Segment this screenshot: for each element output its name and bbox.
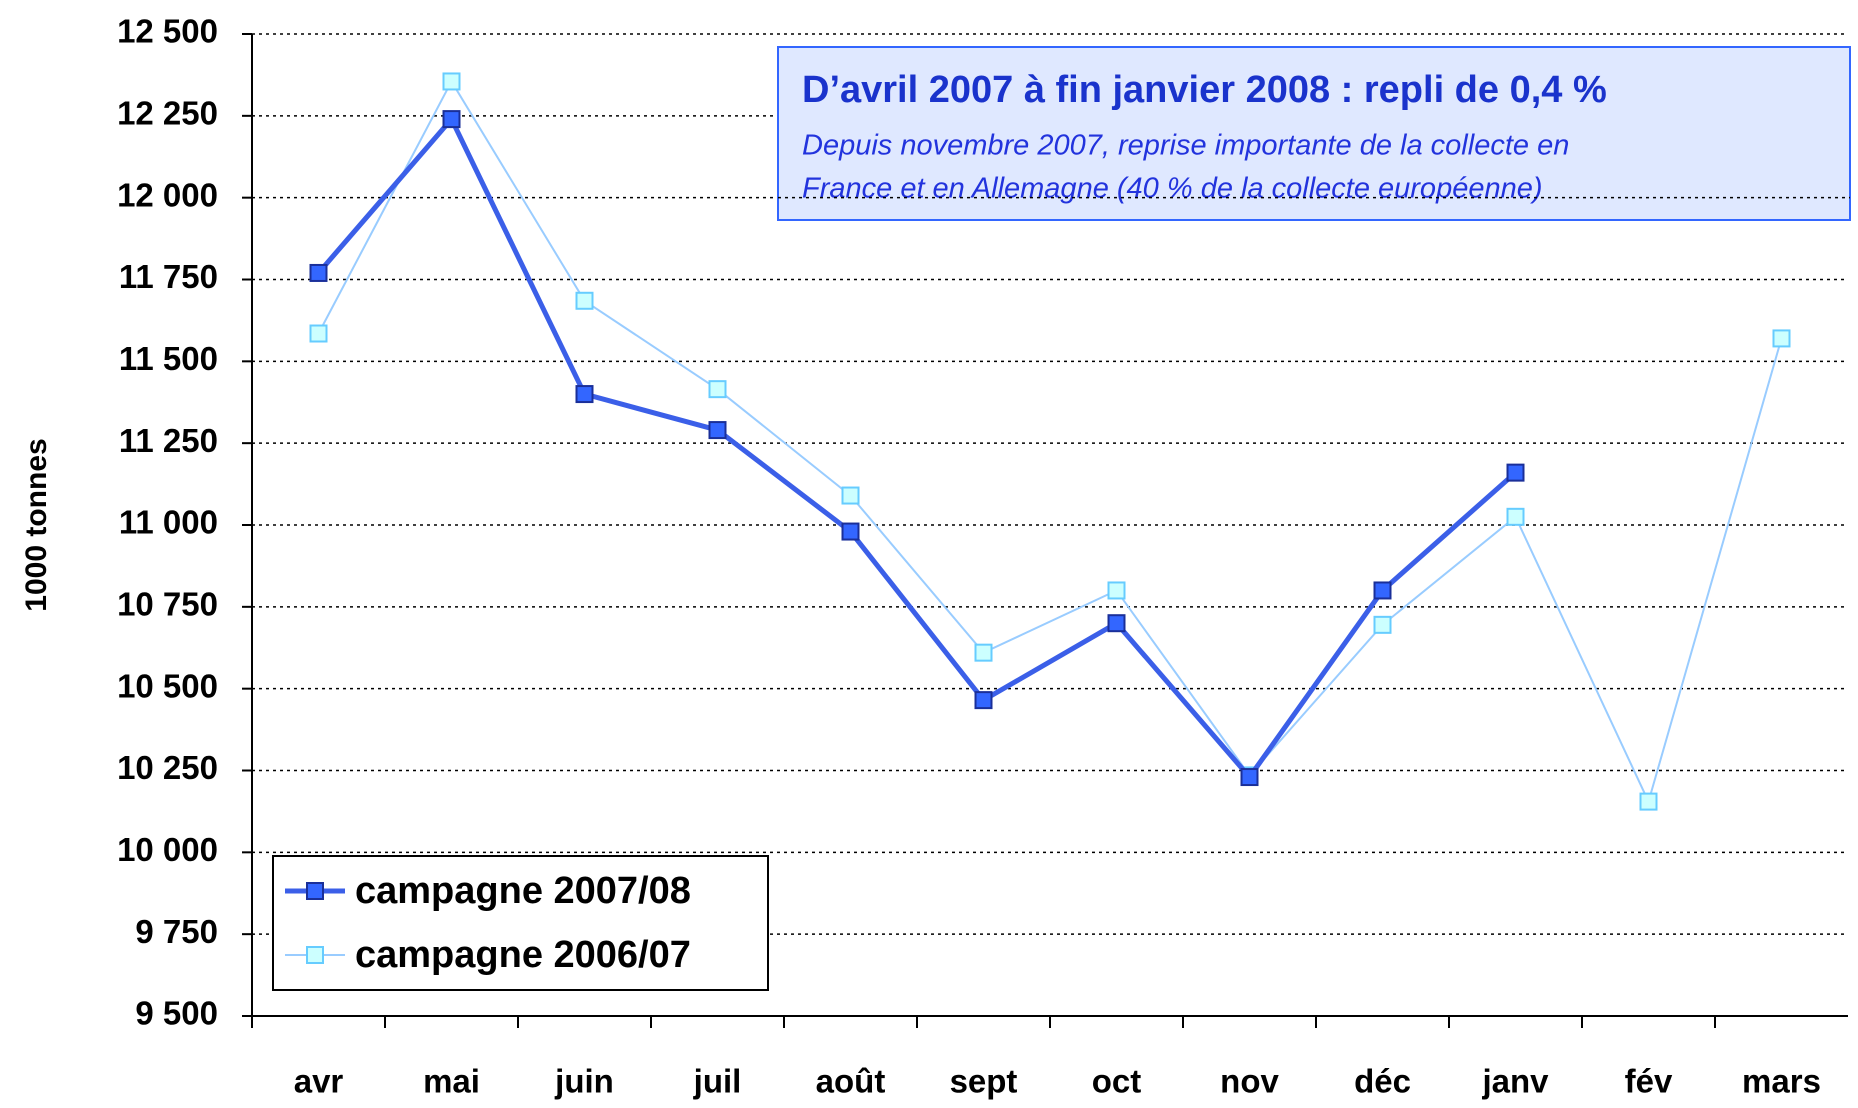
y-tick-label: 12 250 <box>117 95 218 132</box>
y-tick-label: 10 250 <box>117 749 218 786</box>
y-tick-label: 12 500 <box>117 13 218 50</box>
y-tick-label: 11 750 <box>119 258 218 295</box>
point-marker <box>974 691 993 710</box>
x-tick-label: oct <box>1092 1063 1142 1100</box>
point-marker <box>442 72 461 91</box>
x-tick-label: fév <box>1625 1063 1673 1100</box>
point-marker <box>1506 507 1525 526</box>
annotation-text: Depuis novembre 2007, reprise importante… <box>802 130 1569 162</box>
point-marker <box>841 522 860 541</box>
series-line <box>316 114 1518 782</box>
annotation-text: France et en Allemagne (40 % de la colle… <box>802 173 1543 205</box>
x-tick-label: nov <box>1220 1063 1279 1100</box>
point-marker <box>1373 615 1392 634</box>
legend-marker <box>306 882 324 900</box>
point-marker <box>1639 792 1658 811</box>
legend-label: campagne 2007/08 <box>355 870 691 912</box>
point-marker <box>309 263 328 282</box>
y-tick-label: 11 000 <box>119 504 218 541</box>
point-marker <box>1772 329 1791 348</box>
x-tick-label: mai <box>423 1063 480 1100</box>
point-marker <box>1107 581 1126 600</box>
y-tick-label: 11 500 <box>119 340 218 377</box>
x-tick-label: déc <box>1354 1063 1411 1100</box>
x-tick-label: sept <box>950 1063 1018 1100</box>
x-tick-label: juin <box>554 1063 614 1100</box>
legend-marker <box>306 946 324 964</box>
x-tick-label: janv <box>1481 1063 1549 1100</box>
y-tick-label: 9 750 <box>135 913 218 950</box>
y-tick-label: 9 500 <box>135 995 218 1032</box>
point-marker <box>1373 581 1392 600</box>
point-marker <box>708 380 727 399</box>
point-marker <box>974 643 993 662</box>
legend-label: campagne 2006/07 <box>355 934 691 976</box>
y-tick-label: 12 000 <box>117 176 218 213</box>
legend-box <box>272 855 769 991</box>
point-marker <box>1240 768 1259 787</box>
annotation-title: D’avril 2007 à fin janvier 2008 : repli … <box>802 69 1607 111</box>
x-tick-label: août <box>816 1063 886 1100</box>
y-axis-label: 1000 tonnes <box>20 438 53 611</box>
point-marker <box>309 324 328 343</box>
point-marker <box>575 291 594 310</box>
x-tick-label: mars <box>1742 1063 1821 1100</box>
point-marker <box>442 110 461 129</box>
point-marker <box>1107 614 1126 633</box>
point-marker <box>1506 463 1525 482</box>
x-tick-label: avr <box>294 1063 344 1100</box>
y-tick-label: 10 500 <box>117 667 218 704</box>
point-marker <box>575 385 594 404</box>
series-line <box>317 79 1783 805</box>
point-marker <box>708 421 727 440</box>
y-tick-label: 10 000 <box>117 831 218 868</box>
y-tick-label: 11 250 <box>119 422 218 459</box>
y-tick-label: 10 750 <box>117 586 218 623</box>
x-tick-label: juil <box>693 1063 742 1100</box>
annotation-box <box>777 46 1851 221</box>
point-marker <box>841 486 860 505</box>
